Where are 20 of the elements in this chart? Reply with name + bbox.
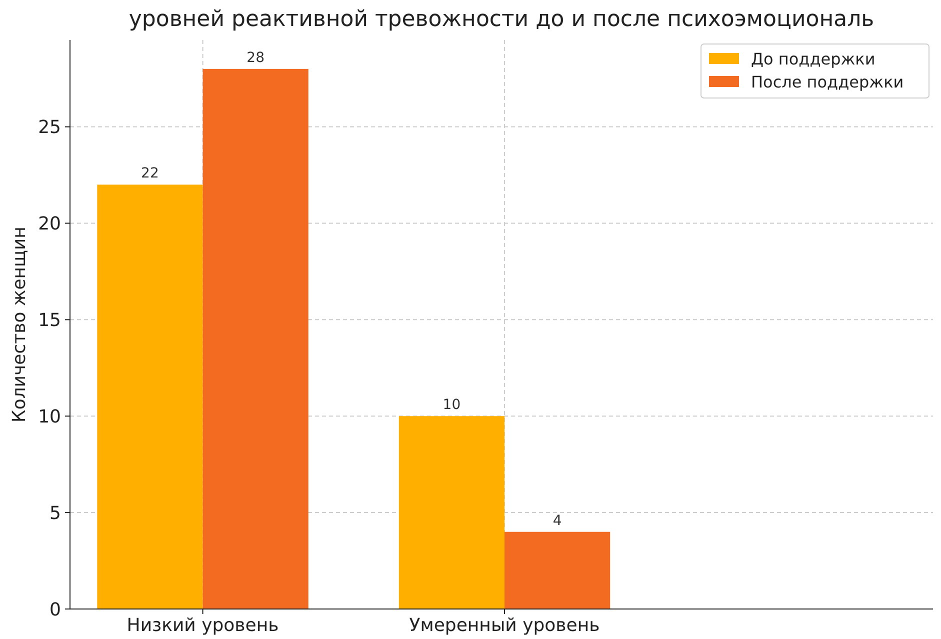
y-axis-title: Количество женщин (9, 226, 30, 422)
bar (398, 416, 505, 609)
bar (504, 532, 610, 609)
data-label: 4 (552, 512, 562, 529)
y-tick-label: 15 (38, 310, 61, 331)
data-label: 22 (141, 166, 159, 182)
chart-title: уровней реактивной тревожности до и после психоэмоциональ (128, 7, 874, 32)
y-tick-label: 25 (38, 117, 61, 138)
y-tick-label: 20 (38, 214, 61, 235)
bar (97, 184, 203, 609)
data-label: 28 (246, 50, 264, 66)
y-tick-label: 10 (38, 406, 61, 428)
bar (202, 68, 308, 609)
legend-label: До поддержки (751, 50, 876, 69)
y-tick-label: 5 (50, 502, 61, 524)
legend-label: После поддержки (751, 72, 904, 92)
y-tick-label: 0 (50, 599, 61, 620)
data-label: 10 (442, 397, 461, 414)
x-tick-label: Низкий уровень (126, 615, 279, 636)
x-tick-label: Умеренный уровень (409, 615, 600, 636)
